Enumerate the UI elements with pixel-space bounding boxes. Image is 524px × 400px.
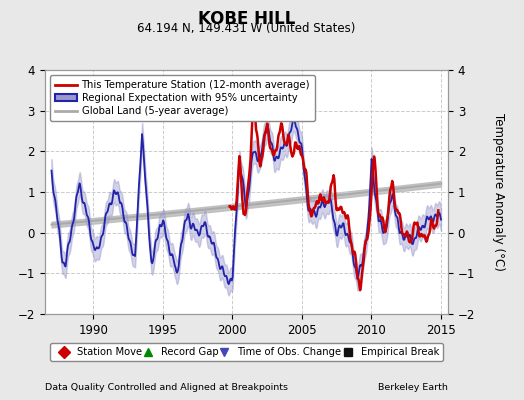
Text: Data Quality Controlled and Aligned at Breakpoints: Data Quality Controlled and Aligned at B… xyxy=(45,383,288,392)
Legend: This Temperature Station (12-month average), Regional Expectation with 95% uncer: This Temperature Station (12-month avera… xyxy=(50,75,315,121)
Y-axis label: Temperature Anomaly (°C): Temperature Anomaly (°C) xyxy=(492,113,505,271)
Text: Berkeley Earth: Berkeley Earth xyxy=(378,383,448,392)
Text: 64.194 N, 149.431 W (United States): 64.194 N, 149.431 W (United States) xyxy=(137,22,355,35)
Legend: Station Move, Record Gap, Time of Obs. Change, Empirical Break: Station Move, Record Gap, Time of Obs. C… xyxy=(50,343,443,361)
Text: KOBE HILL: KOBE HILL xyxy=(198,10,295,28)
